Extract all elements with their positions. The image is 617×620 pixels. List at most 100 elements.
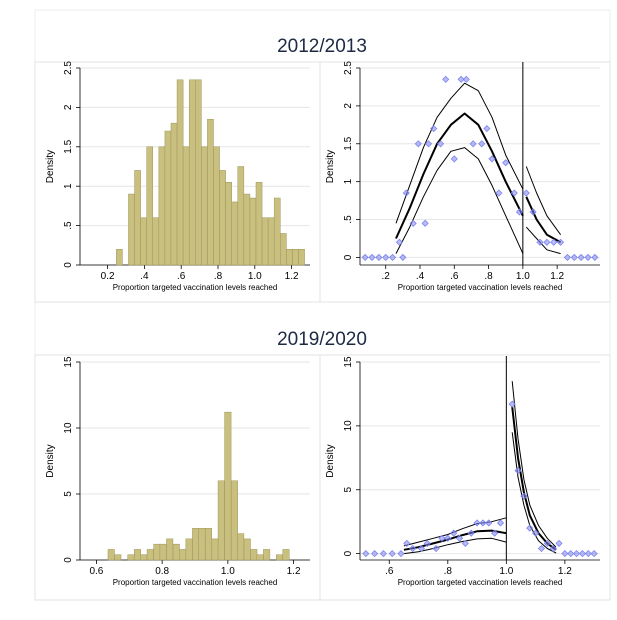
histogram-bar xyxy=(164,130,172,266)
scatter-point xyxy=(522,189,530,197)
scatter-point xyxy=(491,529,499,537)
histogram-bar xyxy=(116,248,123,266)
y-tick-label: 2.5 xyxy=(63,61,74,75)
scatter-point xyxy=(573,550,581,558)
y-axis-label: Density xyxy=(45,150,56,183)
x-tick-label: 0.8 xyxy=(155,566,169,577)
y-tick-label: 0 xyxy=(63,262,74,268)
y-tick-label: 5 xyxy=(63,491,74,497)
histogram-bar xyxy=(273,197,281,266)
histogram-bar xyxy=(204,528,212,561)
histogram-bar xyxy=(261,217,269,266)
histogram-bar xyxy=(263,549,271,561)
histogram-bar xyxy=(207,118,214,266)
x-tick-label: 0.2 xyxy=(101,271,115,282)
histogram-bar xyxy=(282,549,290,561)
x-tick-label: 1.0 xyxy=(248,271,262,282)
histogram-bar xyxy=(219,170,226,266)
x-axis-label: Proportion targeted vaccination levels r… xyxy=(398,578,563,587)
histogram-bar xyxy=(146,146,154,266)
x-tick-label: .2 xyxy=(382,271,391,282)
histogram-bar xyxy=(237,166,245,266)
histogram-bar xyxy=(213,146,220,266)
right-fit-line xyxy=(525,196,562,244)
x-axis-label: Proportion targeted vaccination levels r… xyxy=(398,283,563,292)
scatter-point xyxy=(409,219,417,227)
histogram-bar xyxy=(237,533,245,561)
histogram-bar xyxy=(201,146,208,266)
histogram-bar xyxy=(230,480,238,561)
histogram-bar xyxy=(298,248,305,266)
scatter-point xyxy=(414,140,422,148)
right-ci-upper xyxy=(511,381,557,548)
x-tick-label: .6 xyxy=(177,271,186,282)
right-ci-upper xyxy=(525,166,562,235)
histogram-bar xyxy=(292,248,299,266)
scatter-point xyxy=(478,140,486,148)
x-tick-label: 1.2 xyxy=(558,566,572,577)
histogram-bar xyxy=(217,480,225,561)
scatter-point xyxy=(462,75,470,83)
histogram-bar xyxy=(166,538,174,561)
histogram-bar xyxy=(140,554,148,561)
right-ci-lower xyxy=(525,226,561,255)
scatter-point xyxy=(430,125,438,133)
histogram-bar xyxy=(211,538,219,561)
scatter-point xyxy=(399,253,407,261)
x-tick-label: 1.0 xyxy=(516,271,530,282)
y-tick-label: 2.5 xyxy=(343,61,354,75)
y-tick-label: 0 xyxy=(343,254,354,260)
histogram-bar xyxy=(231,201,239,266)
scatter-point xyxy=(577,253,585,261)
scatter-point xyxy=(526,524,534,532)
histogram-bar xyxy=(128,193,135,266)
y-tick-label: 15 xyxy=(63,356,74,368)
scatter-point xyxy=(495,189,503,197)
histogram-bar xyxy=(267,217,275,266)
histogram-bar xyxy=(195,79,202,266)
y-tick-label: 1 xyxy=(63,183,74,189)
scatter-point xyxy=(485,519,493,527)
histogram-bar xyxy=(198,528,206,561)
histogram-bar xyxy=(159,543,167,561)
x-tick-label: .4 xyxy=(140,271,149,282)
histogram-bar xyxy=(243,193,251,266)
histogram-bar xyxy=(158,146,166,266)
histogram-bar xyxy=(286,248,293,266)
y-tick-label: 1 xyxy=(343,178,354,184)
x-tick-label: 0.6 xyxy=(89,566,103,577)
panel-frame xyxy=(34,354,321,601)
scatter-point xyxy=(563,253,571,261)
scatter-point xyxy=(371,550,379,558)
scatter-point xyxy=(467,529,475,537)
scatter-point xyxy=(567,550,575,558)
x-tick-label: 1.0 xyxy=(221,566,235,577)
histogram-bar xyxy=(146,549,154,561)
x-tick-label: .4 xyxy=(416,271,425,282)
x-tick-label: .6 xyxy=(450,271,459,282)
y-tick-label: .5 xyxy=(63,221,74,230)
scatter-point xyxy=(389,253,397,261)
scatter-point xyxy=(432,544,440,553)
histogram-bar xyxy=(188,79,196,266)
group-title-2019-2020: 2019/2020 xyxy=(277,329,367,350)
histogram-bar xyxy=(182,146,190,266)
scatter-point xyxy=(479,519,487,527)
scatter-point xyxy=(557,238,565,246)
scatter-point xyxy=(549,544,557,553)
scatter-point xyxy=(483,125,491,133)
panel-frame xyxy=(319,354,611,601)
histogram-bar xyxy=(127,554,135,561)
y-tick-label: 10 xyxy=(343,420,354,432)
left-ci-lower xyxy=(395,147,524,254)
y-tick-label: .5 xyxy=(343,215,354,224)
scatter-point xyxy=(442,75,450,83)
histogram-bar xyxy=(172,543,180,561)
histogram-bar xyxy=(243,538,251,561)
histogram-bar xyxy=(224,411,232,561)
histogram-bar xyxy=(275,554,283,561)
scatter-point xyxy=(532,529,540,537)
scatter-point xyxy=(584,253,592,261)
